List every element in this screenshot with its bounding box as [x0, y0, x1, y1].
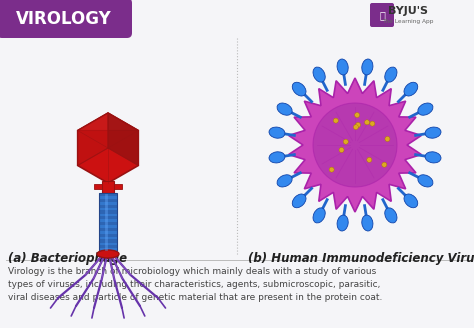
Ellipse shape — [385, 208, 397, 223]
Bar — [99, 205, 117, 208]
Bar — [99, 228, 117, 231]
Ellipse shape — [277, 175, 292, 187]
Bar — [99, 222, 117, 225]
Circle shape — [370, 121, 375, 126]
Ellipse shape — [292, 82, 306, 96]
Text: Virology is the branch of microbiology which mainly deals with a study of variou: Virology is the branch of microbiology w… — [8, 267, 383, 302]
Text: (b) Human Immunodeficiency Virus: (b) Human Immunodeficiency Virus — [248, 252, 474, 265]
Bar — [99, 199, 117, 202]
Ellipse shape — [313, 208, 325, 223]
Circle shape — [339, 148, 344, 153]
Ellipse shape — [385, 67, 397, 82]
Ellipse shape — [277, 103, 292, 115]
Ellipse shape — [292, 194, 306, 208]
Polygon shape — [78, 113, 108, 166]
Circle shape — [365, 120, 370, 125]
Bar — [99, 193, 117, 196]
Text: The Learning App: The Learning App — [382, 18, 434, 24]
Bar — [114, 184, 122, 189]
Circle shape — [356, 122, 361, 128]
Circle shape — [382, 162, 387, 167]
Ellipse shape — [337, 215, 348, 231]
FancyBboxPatch shape — [370, 3, 394, 27]
Ellipse shape — [269, 127, 285, 138]
Bar — [102, 181, 114, 193]
Circle shape — [355, 113, 360, 117]
Polygon shape — [108, 113, 138, 166]
Polygon shape — [78, 113, 138, 183]
Bar — [99, 210, 117, 214]
Ellipse shape — [97, 250, 119, 258]
Circle shape — [354, 125, 358, 130]
Ellipse shape — [425, 127, 441, 138]
Bar — [99, 245, 117, 248]
Circle shape — [329, 167, 334, 172]
Bar — [99, 193, 117, 251]
Text: (a) Bacteriophage: (a) Bacteriophage — [8, 252, 127, 265]
Bar — [99, 239, 117, 243]
Ellipse shape — [404, 194, 418, 208]
Ellipse shape — [418, 175, 433, 187]
Ellipse shape — [418, 103, 433, 115]
Bar — [99, 216, 117, 219]
Polygon shape — [289, 78, 421, 212]
Bar — [94, 184, 102, 189]
Ellipse shape — [362, 59, 373, 75]
Circle shape — [313, 103, 397, 187]
Text: VIROLOGY: VIROLOGY — [16, 10, 112, 28]
FancyBboxPatch shape — [0, 0, 132, 38]
Circle shape — [367, 157, 372, 162]
Ellipse shape — [362, 215, 373, 231]
Ellipse shape — [425, 152, 441, 163]
Ellipse shape — [337, 59, 348, 75]
Ellipse shape — [313, 67, 325, 82]
Circle shape — [385, 136, 390, 141]
Polygon shape — [78, 113, 138, 131]
Circle shape — [343, 139, 348, 144]
Ellipse shape — [404, 82, 418, 96]
Bar — [99, 234, 117, 237]
Ellipse shape — [269, 152, 285, 163]
Circle shape — [333, 118, 338, 123]
Text: BYJU'S: BYJU'S — [388, 6, 428, 16]
Text: ⎓: ⎓ — [379, 10, 385, 20]
